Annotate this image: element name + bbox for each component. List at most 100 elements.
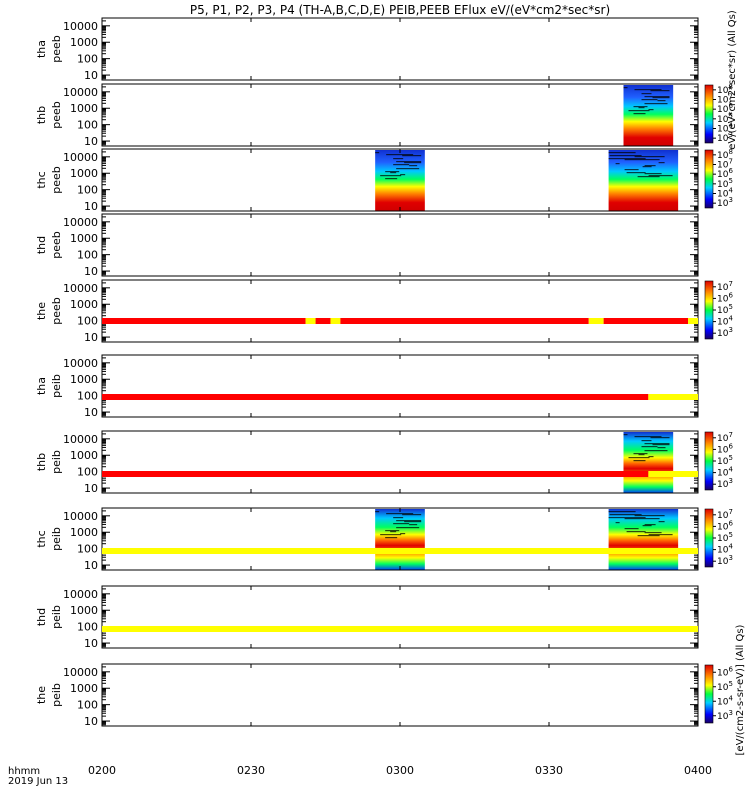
spectrogram-noise	[404, 162, 422, 164]
flag-segment-red	[102, 394, 649, 400]
spectrogram-noise	[628, 110, 650, 112]
spectrogram-noise	[396, 520, 422, 522]
flag-segment-red	[315, 318, 331, 324]
spectrogram-noise	[400, 533, 406, 535]
x-tick-label: 0330	[535, 764, 563, 777]
spectrogram-noise	[623, 434, 628, 436]
spectrogram-noise	[652, 97, 670, 99]
spectrogram-noise	[608, 152, 636, 154]
spectrogram-noise	[609, 155, 642, 157]
panel-label-probe: thd	[35, 608, 48, 626]
flag-segment-yellow	[688, 318, 698, 324]
spectrogram-noise	[648, 534, 673, 536]
y-tick-label: 10000	[63, 357, 98, 370]
spectrogram-noise	[624, 159, 660, 161]
x-tick-label: 0230	[237, 764, 265, 777]
panel-label-probe: the	[35, 686, 48, 704]
y-tick-label: 100	[77, 315, 98, 328]
colorbar-tick-label: 105	[717, 177, 733, 190]
colorbar-tick-label: 104	[717, 315, 733, 328]
panel-frame	[101, 585, 699, 649]
y-tick-label: 10	[84, 559, 98, 572]
spectrogram-noise	[386, 154, 414, 156]
colorbar-tick-label: 105	[717, 531, 733, 544]
spectrogram-noise	[648, 175, 673, 177]
y-tick-label: 100	[77, 543, 98, 556]
spectrogram-noise	[400, 174, 406, 176]
spectrogram-noise	[644, 173, 662, 175]
spectrogram-noise	[396, 527, 420, 529]
y-tick-label: 1000	[70, 298, 98, 311]
colorbar-tick-label: 104	[717, 122, 733, 135]
spectrogram-noise	[648, 109, 654, 111]
flag-segment-yellow	[102, 626, 698, 632]
spectrogram-noise	[634, 515, 665, 517]
colorbar-tick-label: 107	[717, 508, 733, 521]
panel-label-product: peeb	[50, 35, 63, 63]
spectrogram-noise	[650, 437, 670, 439]
y-tick-label: 10	[84, 69, 98, 82]
spectrogram-noise	[608, 511, 636, 513]
colorbar-tick-label: 104	[717, 543, 733, 556]
spectrogram-noise	[615, 522, 620, 524]
spectrogram-noise	[650, 90, 670, 92]
y-tick-label: 10000	[63, 86, 98, 99]
spectrogram-noise	[634, 436, 662, 438]
flag-segment-yellow	[102, 548, 698, 554]
colorbar-bar	[704, 149, 714, 209]
spectrogram-block	[375, 150, 425, 211]
spectrogram-noise	[402, 155, 422, 157]
panel-label-probe: thb	[35, 106, 48, 124]
spectrogram-noise	[375, 511, 380, 513]
date-label: 2019 Jun 13	[8, 776, 68, 787]
colorbar-bar	[704, 508, 714, 568]
spectrogram-noise	[648, 456, 654, 458]
panel-label-probe: thd	[35, 236, 48, 254]
panel-label-product: peib	[50, 527, 63, 551]
colorbar-bar	[704, 280, 714, 340]
x-axis: 0200 0230 0300 0330 0400	[88, 764, 712, 777]
y-tick-label: 10000	[63, 151, 98, 164]
colorbar-group: 1031041051061071081031041051061071081031…	[704, 83, 733, 724]
panel-label-product: peeb	[50, 166, 63, 194]
panel-label-probe: thb	[35, 453, 48, 471]
spectrogram-block	[623, 85, 674, 146]
panel-frame	[101, 430, 699, 494]
spectrogram-noise	[633, 113, 646, 115]
y-tick-label: 100	[77, 390, 98, 403]
colorbar-tick-label: 103	[717, 326, 733, 339]
y-tick-label: 1000	[70, 604, 98, 617]
x-tick-label: 0200	[88, 764, 116, 777]
spectrogram-noise	[644, 165, 656, 167]
y-tick-label: 100	[77, 466, 98, 479]
spectrogram-noise	[386, 513, 414, 515]
spectrogram-noise	[644, 96, 670, 98]
flag-segment-yellow	[648, 394, 698, 400]
panel-frame	[101, 213, 699, 277]
y-tick-label: 10000	[63, 20, 98, 33]
spectrogram-noise	[608, 517, 646, 519]
colorbar-tick-label: 107	[717, 158, 733, 171]
spectrogram-noise	[393, 164, 410, 166]
panel-frame	[101, 354, 699, 418]
spectrogram-noise	[396, 161, 422, 163]
spectrogram-noise	[642, 525, 652, 527]
y-tick-label: 1000	[70, 167, 98, 180]
panel-label-probe: the	[35, 302, 48, 320]
panel-label-probe: thc	[35, 171, 48, 188]
colorbar-tick-label: 103	[717, 131, 733, 144]
spectrogram-noise	[626, 531, 646, 533]
panel-frame	[101, 279, 699, 343]
colorbar-tick-label: 107	[717, 280, 733, 293]
flag-bar	[102, 471, 698, 477]
x-tick-label: 0400	[684, 764, 712, 777]
colorbar-tick-label: 103	[717, 477, 733, 490]
spectrogram-noise	[608, 158, 646, 160]
panel-tha-peib: 10 100 1000 10000 tha peib	[35, 354, 699, 419]
spectrogram-noise	[658, 162, 665, 164]
spectrogram-noise	[385, 530, 400, 532]
spectrogram-noise	[633, 460, 646, 462]
y-tick-label: 1000	[70, 526, 98, 539]
